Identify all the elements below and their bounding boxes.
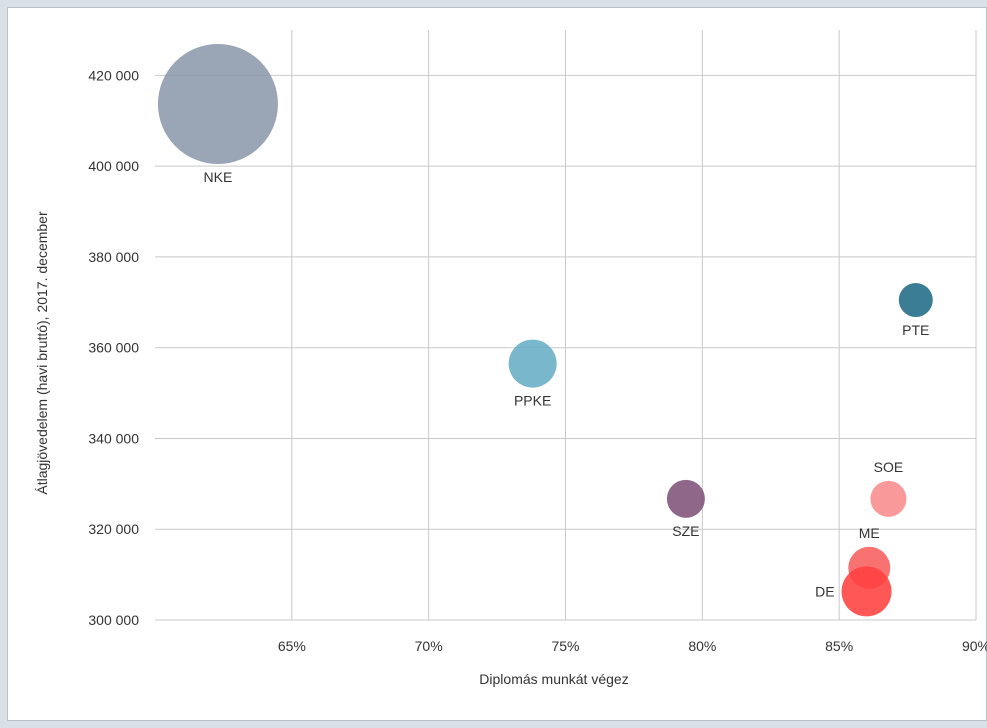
bubble-label-nke: NKE [204, 169, 233, 185]
y-tick-label: 340 000 [88, 430, 139, 446]
bubble-sze [666, 479, 705, 518]
x-tick-label: 75% [551, 638, 579, 654]
y-tick-labels: 300 000 320 000 340 000 360 000 380 000 400 0… [88, 67, 139, 628]
bubble-de [841, 566, 892, 617]
bubble-ppke [508, 339, 557, 388]
y-tick-label: 420 000 [88, 67, 139, 83]
bubble-pte [898, 283, 933, 318]
bubble-label-sze: SZE [672, 523, 699, 539]
x-tick-label: 90% [962, 638, 987, 654]
x-tick-label: 70% [415, 638, 443, 654]
x-axis-label: Diplomás munkát végez [479, 671, 628, 687]
y-tick-label: 300 000 [88, 612, 139, 628]
grid-lines [155, 30, 977, 621]
x-tick-label: 80% [688, 638, 716, 654]
bubble-label-ppke: PPKE [514, 393, 551, 409]
bubble-label-pte: PTE [902, 322, 929, 338]
bubble-label-me: ME [859, 525, 880, 541]
y-axis-label: Átlagjövedelem (havi bruttó), 2017. dece… [34, 211, 50, 495]
bubble-soe [870, 480, 907, 517]
x-tick-label: 85% [825, 638, 853, 654]
y-tick-label: 380 000 [88, 249, 139, 265]
y-tick-label: 320 000 [88, 521, 139, 537]
x-tick-label: 65% [278, 638, 306, 654]
bubble-label-soe: SOE [874, 459, 904, 475]
bubbles: NKE PTE PPKE SZE SOE ME DE [157, 43, 933, 617]
y-tick-label: 360 000 [88, 340, 139, 356]
y-tick-label: 400 000 [88, 158, 139, 174]
x-tick-labels: 65% 70% 75% 80% 85% 90% [278, 638, 987, 654]
bubble-nke [157, 43, 278, 164]
bubble-label-de: DE [815, 583, 834, 599]
